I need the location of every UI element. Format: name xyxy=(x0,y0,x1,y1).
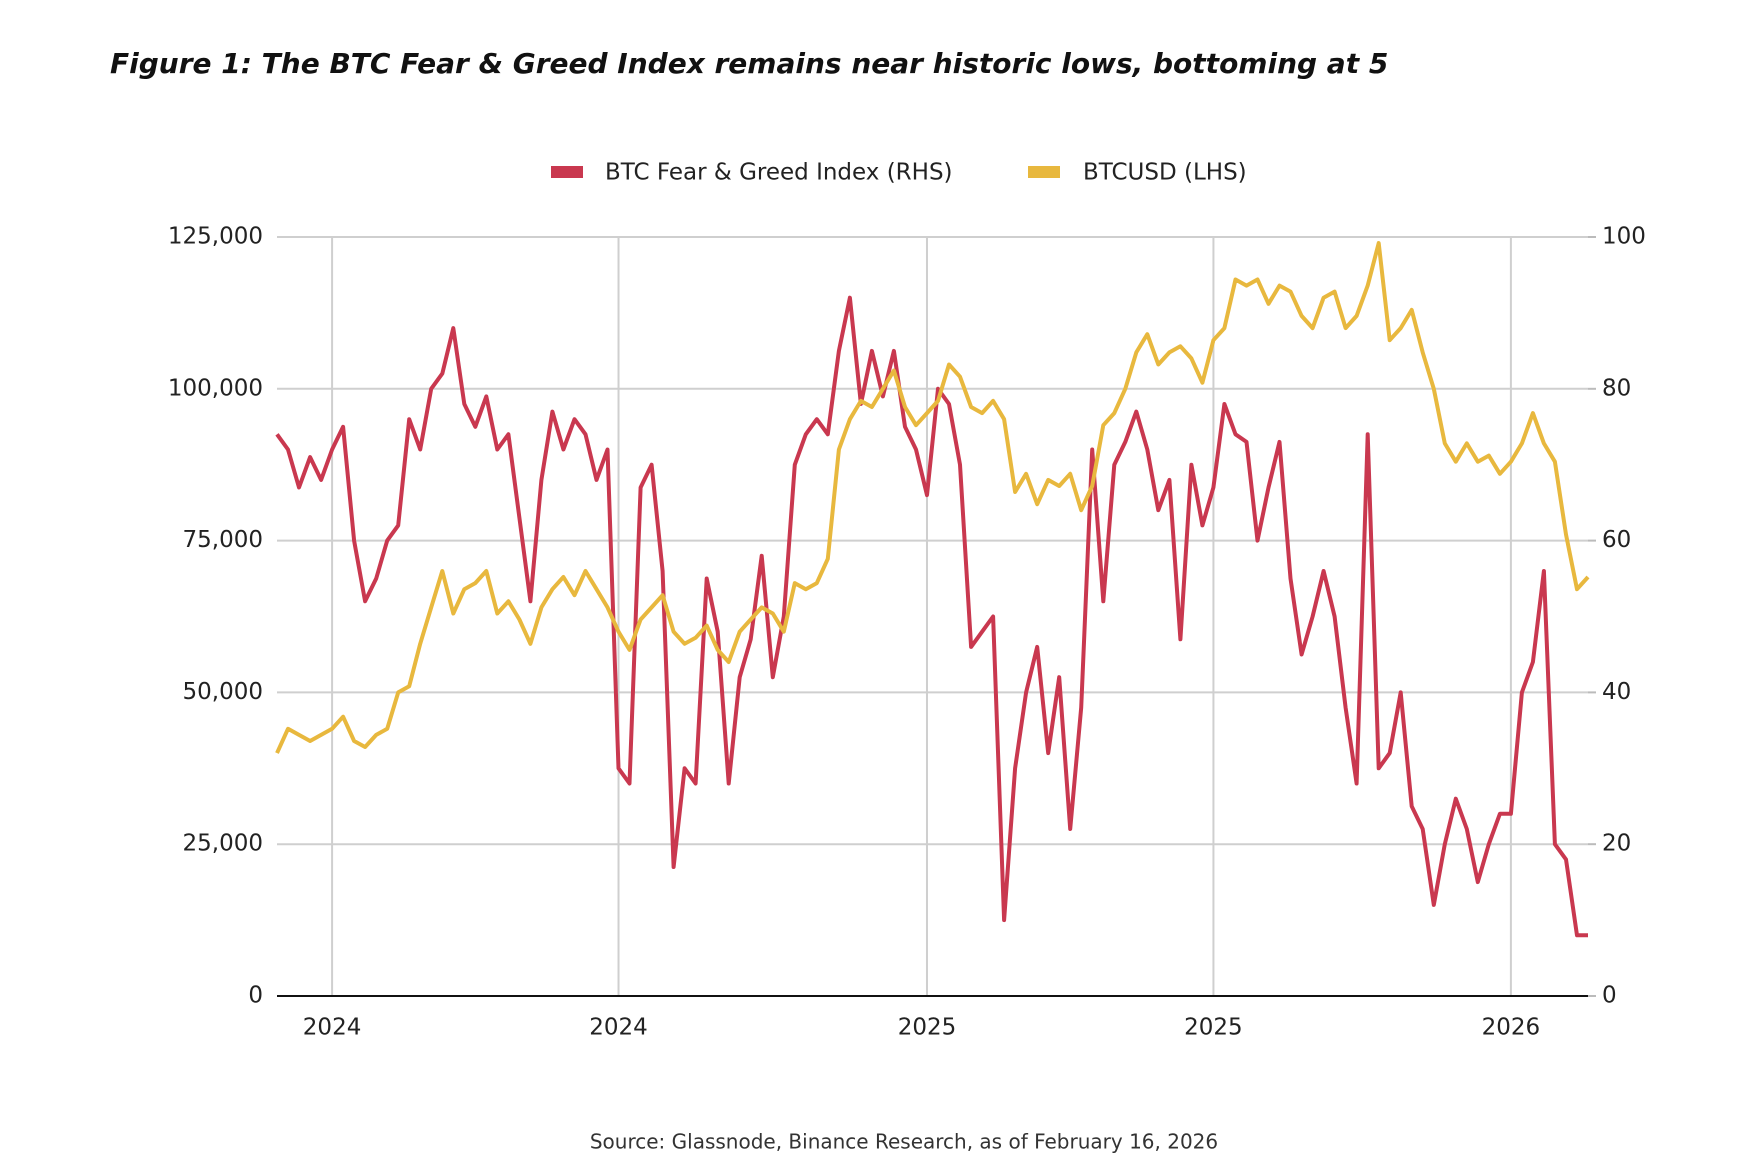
source-note: Source: Glassnode, Binance Research, as … xyxy=(590,1130,1218,1154)
legend-swatch xyxy=(1028,166,1060,178)
y2-tick-label: 60 xyxy=(1602,527,1631,553)
y-tick-label: 50,000 xyxy=(183,679,263,705)
y2-tick-label: 0 xyxy=(1602,983,1617,1009)
y-tick-label: 125,000 xyxy=(168,224,263,250)
legend-label: BTC Fear & Greed Index (RHS) xyxy=(605,160,953,186)
y2-tick-label: 20 xyxy=(1602,831,1631,857)
legend-swatch xyxy=(551,166,583,178)
y2-tick-label: 40 xyxy=(1602,679,1631,705)
y-tick-label: 25,000 xyxy=(183,831,263,857)
y2-tick-label: 100 xyxy=(1602,224,1646,250)
y-tick-label: 100,000 xyxy=(168,375,263,401)
series-line xyxy=(275,295,1588,938)
x-tick-label: 2024 xyxy=(303,1015,362,1041)
series-line xyxy=(275,241,1590,754)
x-tick-label: 2024 xyxy=(589,1015,648,1041)
legend-label: BTCUSD (LHS) xyxy=(1083,160,1247,186)
y-tick-label: 0 xyxy=(248,983,263,1009)
x-tick-label: 2026 xyxy=(1482,1015,1541,1041)
x-tick-label: 2025 xyxy=(1184,1015,1243,1041)
y2-tick-label: 80 xyxy=(1602,375,1631,401)
x-tick-label: 2025 xyxy=(898,1015,957,1041)
chart-title: Figure 1: The BTC Fear & Greed Index rem… xyxy=(110,47,1388,80)
y-tick-label: 75,000 xyxy=(183,527,263,553)
